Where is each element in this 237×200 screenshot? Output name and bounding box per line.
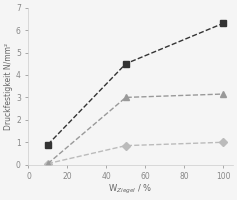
Y-axis label: Druckfestigkeit N/mm²: Druckfestigkeit N/mm² <box>4 43 13 130</box>
X-axis label: W$_{Ziegel}$ / %: W$_{Ziegel}$ / % <box>108 183 153 196</box>
